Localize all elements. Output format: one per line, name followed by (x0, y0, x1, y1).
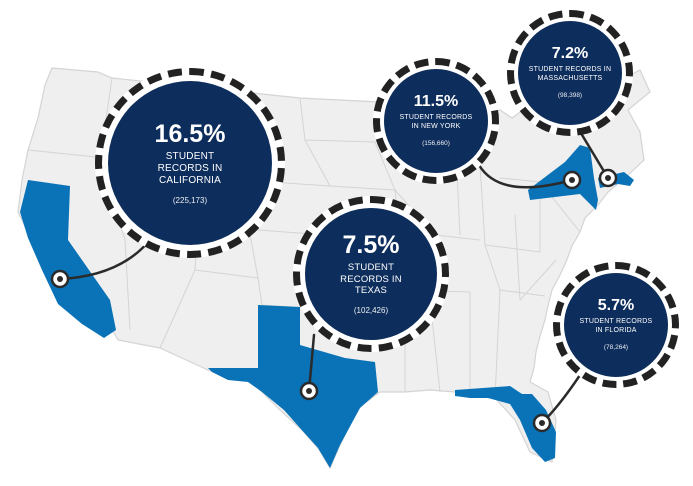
connector-california (58, 238, 152, 281)
callout-florida: 5.7% STUDENT RECORDS IN FLORIDA (78,264) (564, 273, 668, 377)
callout-new-york: 11.5% STUDENT RECORDS IN NEW YORK (156,6… (384, 69, 488, 173)
marker-massachusetts (598, 168, 618, 188)
marker-new-york (562, 170, 582, 190)
marker-florida (532, 413, 552, 433)
label-florida: STUDENT RECORDS IN FLORIDA (579, 318, 653, 334)
callout-texas: 7.5% STUDENT RECORDS IN TEXAS (102,426) (305, 208, 437, 340)
label-massachusetts: STUDENT RECORDS IN MASSACHUSETTS (528, 66, 612, 82)
count-massachusetts: (98,398) (557, 92, 583, 100)
marker-texas (299, 381, 319, 401)
label-new-york: STUDENT RECORDS IN NEW YORK (399, 114, 473, 130)
markers (50, 168, 618, 433)
callout-massachusetts: 7.2% STUDENT RECORDS IN MASSACHUSETTS (9… (518, 21, 622, 125)
percent-texas: 7.5% (342, 231, 400, 260)
percent-florida: 5.7% (597, 297, 635, 315)
count-texas: (102,426) (353, 305, 389, 315)
count-florida: (78,264) (603, 344, 629, 352)
connector-texas (307, 333, 316, 393)
callout-california: 16.5% STUDENT RECORDS IN CALIFORNIA (225… (108, 81, 272, 245)
percent-california: 16.5% (154, 119, 226, 148)
label-texas: STUDENT RECORDS IN TEXAS (340, 262, 402, 297)
count-california: (225,173) (172, 195, 208, 205)
state-texas (208, 305, 378, 468)
state-florida (455, 386, 556, 462)
state-new-york (528, 145, 598, 210)
state-california (20, 180, 116, 338)
marker-california (50, 269, 70, 289)
percent-new-york: 11.5% (413, 93, 459, 111)
label-california: STUDENT RECORDS IN CALIFORNIA (157, 150, 223, 186)
percent-massachusetts: 7.2% (551, 45, 589, 63)
connector-new-york (477, 163, 574, 189)
count-new-york: (156,660) (422, 140, 450, 148)
